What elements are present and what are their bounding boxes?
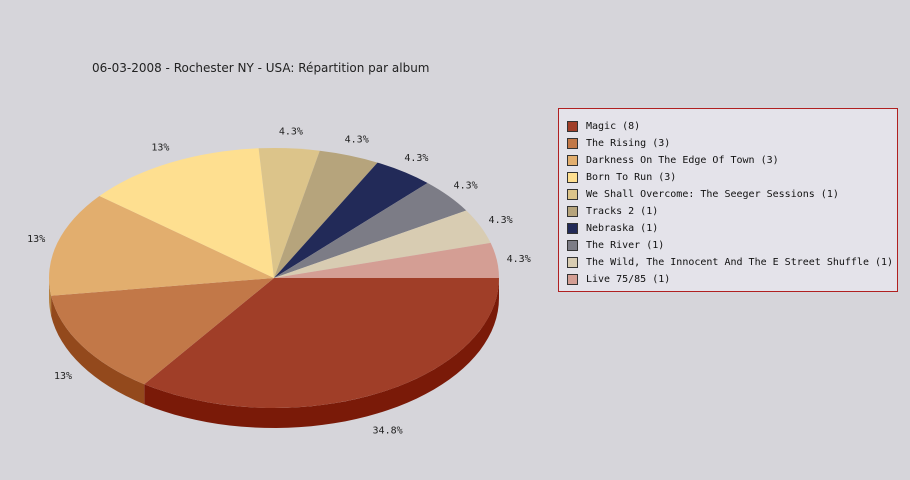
legend-item-6: Nebraska (1): [567, 220, 897, 237]
legend-swatch-1: [567, 138, 578, 149]
slice-percent-label-5: 4.3%: [345, 135, 369, 146]
legend-label-9: Live 75/85 (1): [586, 274, 671, 285]
legend-item-9: Live 75/85 (1): [567, 271, 897, 288]
legend-item-5: Tracks 2 (1): [567, 203, 897, 220]
legend-swatch-9: [567, 274, 578, 285]
legend-swatch-6: [567, 223, 578, 234]
legend-item-0: Magic (8): [567, 118, 897, 135]
legend-item-7: The River (1): [567, 237, 897, 254]
legend-label-4: We Shall Overcome: The Seeger Sessions (…: [586, 189, 839, 200]
slice-percent-label-4: 4.3%: [279, 126, 303, 137]
slice-percent-label-8: 4.3%: [489, 215, 513, 226]
pie-slice-4: [258, 147, 320, 278]
legend-item-2: Darkness On The Edge Of Town (3): [567, 152, 897, 169]
pie-slice-1: [51, 278, 274, 385]
slice-percent-label-7: 4.3%: [454, 181, 478, 192]
slice-percent-label-6: 4.3%: [404, 153, 428, 164]
legend-swatch-5: [567, 206, 578, 217]
pie-slice-side-0: [144, 278, 499, 428]
slice-percent-label-2: 13%: [27, 234, 45, 245]
legend-item-4: We Shall Overcome: The Seeger Sessions (…: [567, 186, 897, 203]
legend-item-8: The Wild, The Innocent And The E Street …: [567, 254, 897, 271]
slice-percent-label-0: 34.8%: [373, 425, 403, 436]
pie-slice-9: [274, 242, 499, 278]
slice-percent-label-3: 13%: [151, 143, 169, 154]
legend-label-2: Darkness On The Edge Of Town (3): [586, 155, 779, 166]
slice-percent-label-1: 13%: [54, 371, 72, 382]
legend-swatch-0: [567, 121, 578, 132]
legend-label-5: Tracks 2 (1): [586, 206, 659, 217]
legend-item-1: The Rising (3): [567, 135, 897, 152]
pie-slice-7: [274, 182, 467, 278]
legend-label-7: The River (1): [586, 240, 665, 251]
legend-swatch-3: [567, 172, 578, 183]
legend-label-1: The Rising (3): [586, 138, 671, 149]
pie-slice-0: [144, 278, 499, 409]
legend-label-0: Magic (8): [586, 121, 641, 132]
pie-slice-8: [274, 210, 491, 278]
slice-percent-label-9: 4.3%: [507, 254, 531, 265]
pie-slice-6: [274, 162, 428, 278]
legend-label-8: The Wild, The Innocent And The E Street …: [586, 257, 894, 268]
legend-swatch-8: [567, 257, 578, 268]
legend-item-3: Born To Run (3): [567, 169, 897, 186]
legend-label-3: Born To Run (3): [586, 172, 677, 183]
legend-swatch-4: [567, 189, 578, 200]
pie-slice-5: [274, 150, 378, 278]
chart-title: 06-03-2008 - Rochester NY - USA: Réparti…: [92, 61, 430, 75]
pie-slice-side-1: [51, 295, 145, 405]
chart-legend: Magic (8) The Rising (3) Darkness On The E…: [558, 108, 898, 292]
pie-slice-2: [49, 195, 274, 296]
pie-slice-3: [99, 148, 275, 278]
legend-swatch-7: [567, 240, 578, 251]
legend-label-6: Nebraska (1): [586, 223, 659, 234]
pie-slice-side-2: [49, 278, 52, 316]
legend-swatch-2: [567, 155, 578, 166]
